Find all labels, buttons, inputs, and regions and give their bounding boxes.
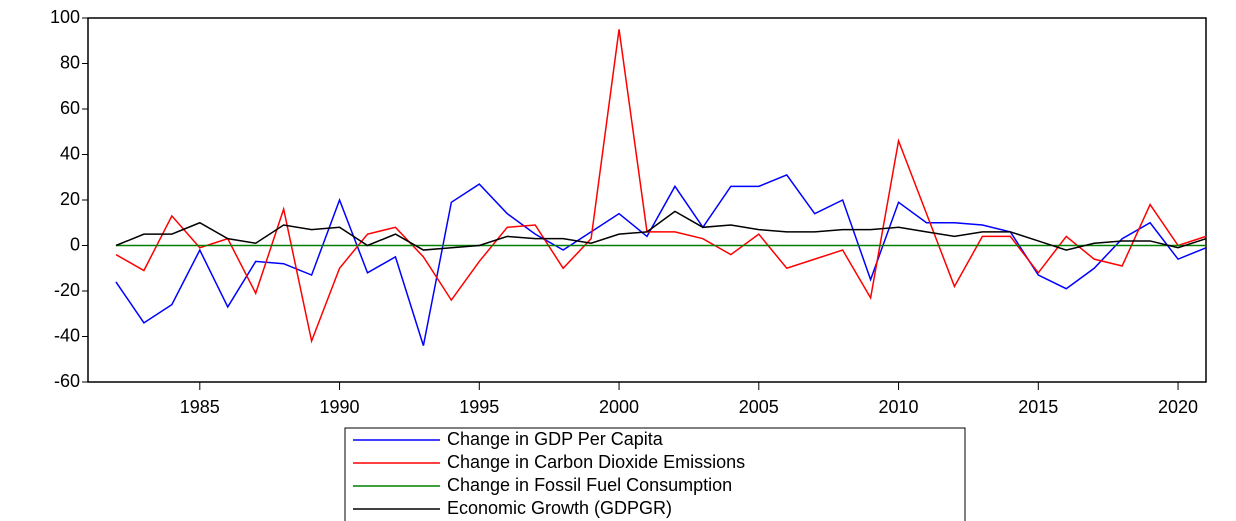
x-tick-label: 2000 — [599, 397, 639, 417]
y-tick-label: 0 — [70, 234, 80, 254]
y-tick-label: -20 — [54, 280, 80, 300]
legend: Change in GDP Per Capita Change in Carbon… — [344, 427, 966, 521]
legend-label: Change in Fossil Fuel Consumption — [447, 475, 732, 495]
series-line — [115, 210, 1207, 251]
plot-frame — [87, 17, 1207, 383]
x-tick-label: 1990 — [320, 397, 360, 417]
y-tick-label: 100 — [50, 7, 80, 27]
legend-label: Change in Carbon Dioxide Emissions — [447, 452, 745, 472]
x-tick-label: 2010 — [879, 397, 919, 417]
y-tick-label: 80 — [60, 52, 80, 72]
legend-box — [344, 427, 966, 521]
x-tick-label: 2005 — [739, 397, 779, 417]
legend-label: Economic Growth (GDPGR) — [447, 498, 672, 518]
y-tick-label: 40 — [60, 143, 80, 163]
x-tick-label: 1995 — [459, 397, 499, 417]
y-tick-label: -60 — [54, 371, 80, 391]
series-line — [115, 174, 1207, 346]
x-tick-label: 2020 — [1158, 397, 1198, 417]
x-tick-label: 1985 — [180, 397, 220, 417]
y-tick-label: 20 — [60, 189, 80, 209]
x-tick-label: 2015 — [1018, 397, 1058, 417]
y-tick-label: 60 — [60, 98, 80, 118]
legend-label: Change in GDP Per Capita — [447, 429, 664, 449]
series-line — [115, 29, 1207, 344]
y-tick-label: -40 — [54, 325, 80, 345]
